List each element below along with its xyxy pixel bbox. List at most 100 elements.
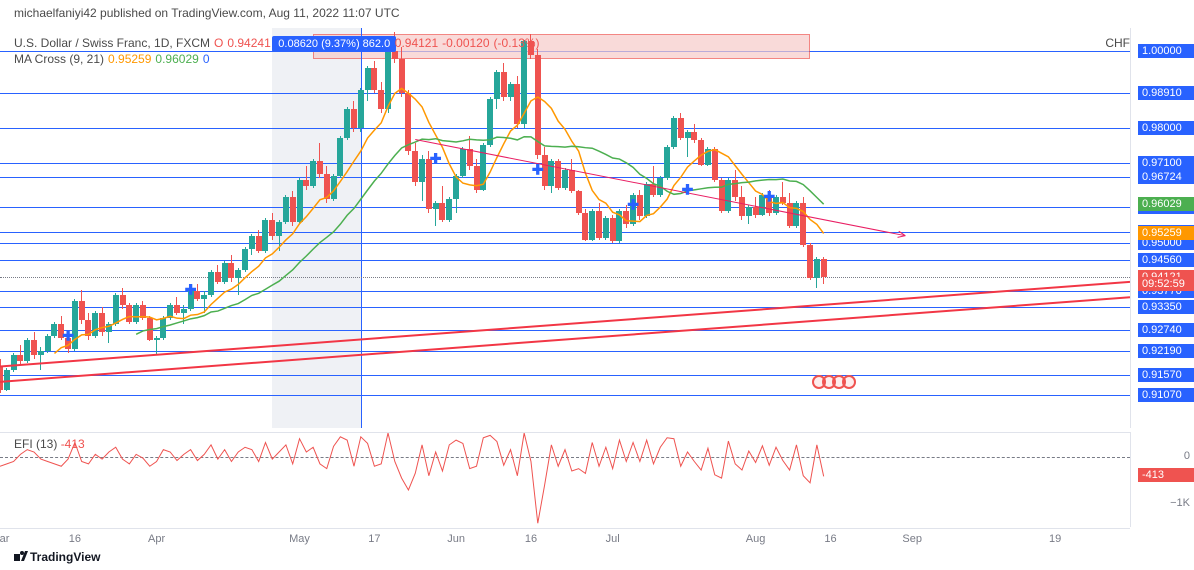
candle[interactable] — [235, 268, 241, 295]
candle[interactable] — [385, 49, 391, 112]
symbol-title[interactable]: U.S. Dollar / Swiss Franc, 1D, FXCM O0.9… — [14, 36, 540, 50]
candle[interactable] — [283, 195, 289, 224]
candle[interactable] — [460, 147, 466, 178]
candle[interactable] — [201, 291, 207, 312]
candle[interactable] — [0, 359, 3, 394]
candle[interactable] — [596, 203, 602, 240]
candle[interactable] — [562, 168, 568, 189]
circle-markers[interactable] — [816, 375, 856, 389]
candle[interactable] — [331, 174, 337, 201]
candle[interactable] — [38, 347, 44, 370]
candle[interactable] — [85, 313, 91, 340]
candle[interactable] — [310, 159, 316, 188]
candle[interactable] — [419, 155, 425, 201]
candle[interactable] — [140, 301, 146, 320]
candle[interactable] — [242, 247, 248, 272]
price-level[interactable] — [0, 330, 1130, 331]
candle[interactable] — [262, 218, 268, 253]
candle[interactable] — [814, 257, 820, 288]
candle[interactable] — [45, 334, 51, 353]
candle[interactable] — [514, 76, 520, 128]
candle[interactable] — [378, 82, 384, 113]
candle[interactable] — [358, 88, 364, 132]
candle[interactable] — [351, 101, 357, 132]
candle[interactable] — [208, 270, 214, 297]
candle[interactable] — [160, 316, 166, 339]
candle[interactable] — [154, 336, 160, 355]
candle[interactable] — [657, 176, 663, 197]
price-level[interactable] — [0, 93, 1130, 94]
candle[interactable] — [780, 182, 786, 205]
price-level[interactable] — [0, 207, 1130, 208]
candle[interactable] — [337, 136, 343, 178]
price-level[interactable] — [0, 232, 1130, 233]
candle[interactable] — [269, 213, 275, 240]
candle[interactable] — [344, 107, 350, 140]
candle[interactable] — [487, 97, 493, 147]
candle[interactable] — [739, 186, 745, 221]
candle[interactable] — [671, 116, 677, 149]
candle[interactable] — [399, 47, 405, 97]
candle[interactable] — [439, 186, 445, 223]
candle[interactable] — [31, 332, 37, 359]
candle[interactable] — [405, 90, 411, 155]
candle[interactable] — [446, 197, 452, 222]
candle[interactable] — [249, 234, 255, 255]
candle[interactable] — [276, 220, 282, 251]
candle[interactable] — [644, 182, 650, 219]
candle[interactable] — [303, 166, 309, 189]
candle[interactable] — [555, 159, 561, 190]
candle[interactable] — [705, 147, 711, 166]
price-level[interactable] — [0, 260, 1130, 261]
price-level[interactable] — [0, 243, 1130, 244]
candle[interactable] — [501, 63, 507, 101]
candle[interactable] — [610, 215, 616, 244]
candle[interactable] — [793, 201, 799, 228]
candle[interactable] — [719, 178, 725, 213]
price-level[interactable] — [0, 128, 1130, 129]
candle[interactable] — [215, 265, 221, 284]
candle[interactable] — [616, 209, 622, 244]
candle[interactable] — [474, 159, 480, 194]
price-level[interactable] — [0, 375, 1130, 376]
candle[interactable] — [365, 66, 371, 101]
tradingview-logo[interactable]: TradingView — [14, 550, 100, 564]
candle[interactable] — [508, 82, 514, 101]
candle[interactable] — [746, 205, 752, 224]
efi-axis[interactable]: 0−1K-413 — [1130, 432, 1194, 527]
candle[interactable] — [650, 166, 656, 197]
price-level[interactable] — [0, 291, 1130, 292]
candle[interactable] — [725, 178, 731, 213]
candle[interactable] — [92, 311, 98, 338]
candle[interactable] — [433, 201, 439, 226]
candle[interactable] — [181, 305, 187, 324]
candle[interactable] — [317, 143, 323, 178]
price-level[interactable] — [0, 351, 1130, 352]
candle[interactable] — [800, 197, 806, 247]
candle[interactable] — [678, 113, 684, 140]
candle[interactable] — [222, 261, 228, 284]
candle[interactable] — [576, 190, 582, 215]
candle[interactable] — [256, 230, 262, 253]
candle[interactable] — [685, 130, 691, 157]
candle[interactable] — [521, 40, 527, 128]
candle[interactable] — [787, 193, 793, 228]
candle[interactable] — [324, 166, 330, 203]
ma-cross-indicator[interactable]: MA Cross (9, 21) 0.95259 0.96029 0 — [14, 52, 210, 66]
price-level[interactable] — [0, 163, 1130, 164]
candle[interactable] — [691, 124, 697, 143]
efi-panel[interactable]: EFI (13) -413 — [0, 432, 1130, 527]
candle[interactable] — [174, 297, 180, 314]
candle[interactable] — [120, 288, 126, 309]
candle[interactable] — [113, 293, 119, 326]
candle[interactable] — [582, 209, 588, 242]
candle[interactable] — [548, 159, 554, 194]
candle[interactable] — [807, 243, 813, 280]
candle[interactable] — [453, 174, 459, 212]
candle[interactable] — [467, 136, 473, 171]
candle[interactable] — [664, 145, 670, 180]
candle[interactable] — [712, 147, 718, 182]
price-axis[interactable]: 1.000000.989100.980000.971000.967240.959… — [1130, 28, 1194, 428]
candle[interactable] — [821, 257, 827, 284]
candle[interactable] — [51, 322, 57, 337]
